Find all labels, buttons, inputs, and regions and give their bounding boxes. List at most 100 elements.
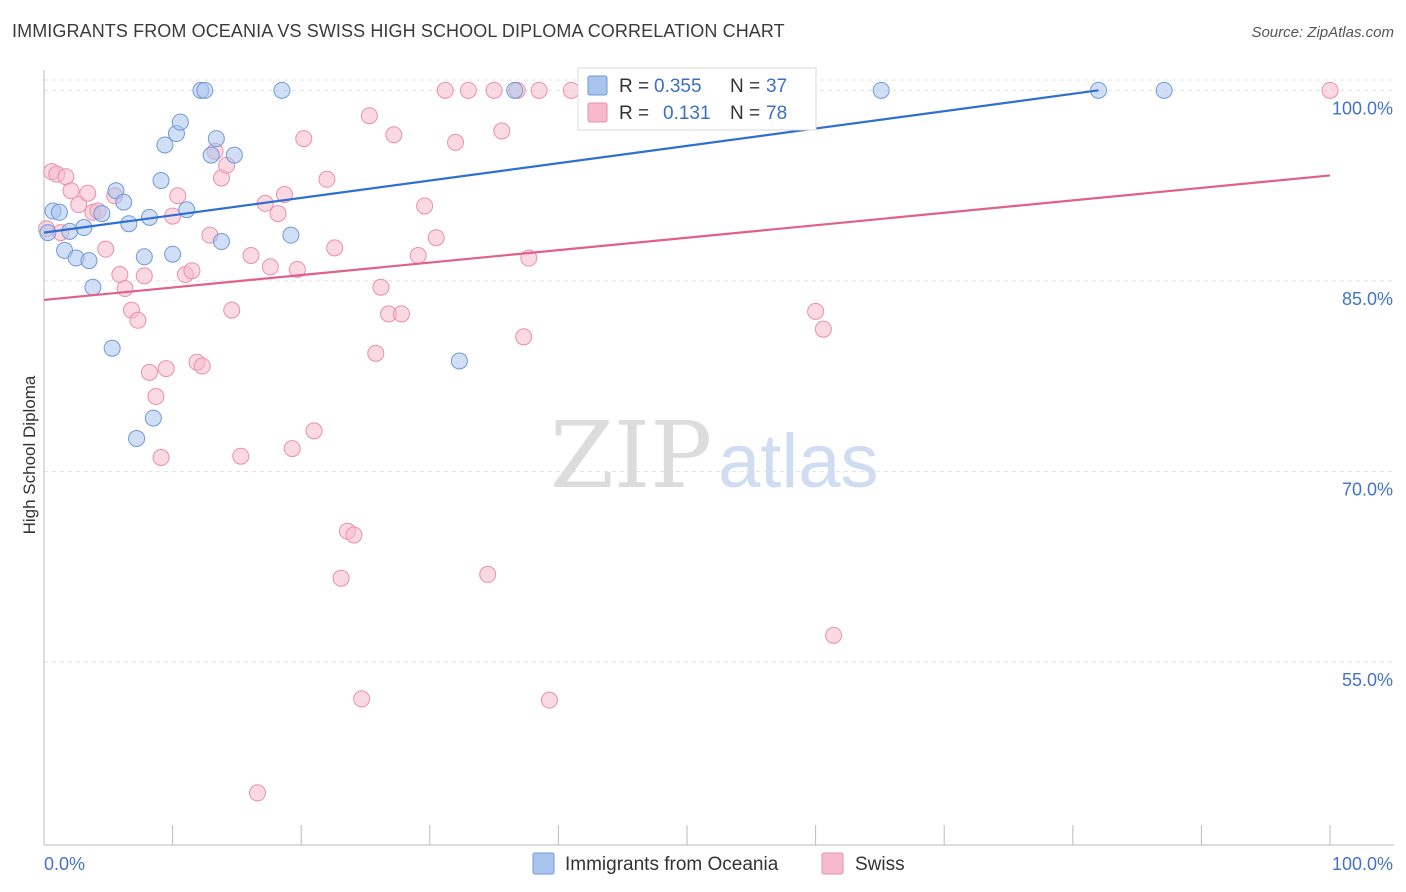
oceania-point	[164, 245, 182, 263]
swiss-point	[367, 344, 385, 362]
watermark: ZIP atlas	[550, 402, 879, 509]
y-axis-label: High School Diploma	[20, 375, 39, 534]
x-tick-labels: 0.0% 100.0%	[44, 854, 1393, 874]
legend-n-label: N =	[730, 76, 760, 97]
swiss-point	[70, 196, 88, 214]
oceania-point	[178, 201, 196, 219]
swiss-point	[479, 565, 497, 583]
oceania-point	[282, 226, 300, 244]
bottom-legend: Immigrants from Oceania Swiss	[532, 852, 905, 875]
legend-r-label: R =	[619, 103, 649, 124]
oceania-point	[273, 81, 291, 99]
swiss-point	[147, 388, 165, 406]
swiss-point	[353, 690, 371, 708]
swiss-point	[332, 569, 350, 587]
watermark-atlas: atlas	[718, 419, 879, 504]
oceania-point	[506, 81, 524, 99]
swiss-point	[283, 440, 301, 458]
oceania-point	[103, 339, 121, 357]
oceania-point	[61, 222, 79, 240]
swiss-point	[261, 258, 279, 276]
swiss-point	[814, 320, 832, 338]
swiss-point	[232, 447, 250, 465]
swiss-point	[116, 280, 134, 298]
swiss-point	[269, 205, 287, 223]
oceania-point	[84, 278, 102, 296]
x-tick-label: 0.0%	[44, 854, 85, 874]
swiss-point	[275, 186, 293, 204]
swiss-point	[79, 184, 97, 202]
legend-r-value: 0.131	[663, 103, 711, 124]
legend-n-label: N =	[730, 103, 760, 124]
legend: R = 0.355 N = 37 R = 0.131 N = 78	[577, 67, 817, 131]
oceania-point	[872, 81, 890, 99]
oceania-point	[144, 409, 162, 427]
swiss-point	[305, 422, 323, 440]
swiss-point	[493, 122, 511, 140]
swiss-point	[140, 363, 158, 381]
chart-title: IMMIGRANTS FROM OCEANIA VS SWISS HIGH SC…	[12, 21, 785, 41]
swiss-point	[97, 240, 115, 258]
oceania-point	[128, 429, 146, 447]
legend-n-value: 37	[766, 76, 787, 97]
swiss-point	[129, 311, 147, 329]
watermark-zip: ZIP	[550, 402, 712, 509]
legend-r-value: 0.355	[654, 76, 702, 97]
swiss-point	[318, 170, 336, 188]
y-tick-label: 55.0%	[1342, 670, 1393, 690]
grid-lines	[44, 79, 1394, 663]
oceania-point	[1155, 81, 1173, 99]
bottom-legend-swatch-blue	[532, 852, 555, 875]
oceania-trend-line	[43, 89, 1099, 234]
chart-source: Source: ZipAtlas.com	[1251, 24, 1394, 41]
oceania-point	[93, 205, 111, 223]
swiss-point	[530, 81, 548, 99]
swiss-point	[193, 357, 211, 375]
oceania-point	[202, 146, 220, 164]
swiss-point	[562, 81, 580, 99]
swiss-point	[135, 267, 153, 285]
swiss-point	[248, 784, 266, 802]
swiss-point	[807, 302, 825, 320]
oceania-point	[450, 352, 468, 370]
swiss-point	[385, 126, 403, 144]
swiss-point	[223, 301, 241, 319]
swiss-point	[372, 278, 390, 296]
oceania-point	[152, 172, 170, 190]
swiss-point	[157, 360, 175, 378]
swiss-point	[326, 239, 344, 257]
legend-swatch-blue	[587, 75, 608, 96]
swiss-point	[152, 449, 170, 466]
oceania-point	[207, 130, 225, 148]
legend-n-value: 78	[766, 103, 787, 124]
oceania-point	[156, 136, 174, 154]
swiss-point	[409, 246, 427, 264]
oceania-point	[212, 233, 230, 251]
bottom-legend-swatch-pink	[821, 852, 844, 875]
oceania-point	[50, 203, 68, 221]
y-tick-label: 70.0%	[1342, 479, 1393, 499]
trend-lines	[43, 89, 1331, 302]
oceania-point	[120, 215, 138, 233]
swiss-point	[360, 107, 378, 125]
swiss-point	[515, 328, 533, 346]
swiss-point	[62, 182, 80, 200]
oceania-point	[135, 248, 153, 266]
bottom-legend-label: Swiss	[855, 854, 905, 875]
swiss-point	[416, 197, 434, 215]
swiss-point	[485, 81, 503, 99]
y-tick-labels: 55.0% 70.0% 85.0% 100.0%	[1332, 98, 1393, 690]
swiss-point	[288, 260, 306, 278]
swiss-point	[447, 133, 465, 151]
swiss-point	[825, 626, 843, 644]
legend-r-label: R =	[619, 76, 649, 97]
oceania-point	[171, 113, 189, 131]
series-swiss	[38, 81, 1339, 802]
oceania-point	[225, 146, 243, 164]
oceania-point	[196, 81, 214, 99]
swiss-point	[242, 246, 260, 264]
y-tick-label: 85.0%	[1342, 289, 1393, 309]
swiss-point	[295, 130, 313, 148]
legend-swatch-pink	[587, 102, 608, 123]
legend-box	[577, 67, 817, 131]
